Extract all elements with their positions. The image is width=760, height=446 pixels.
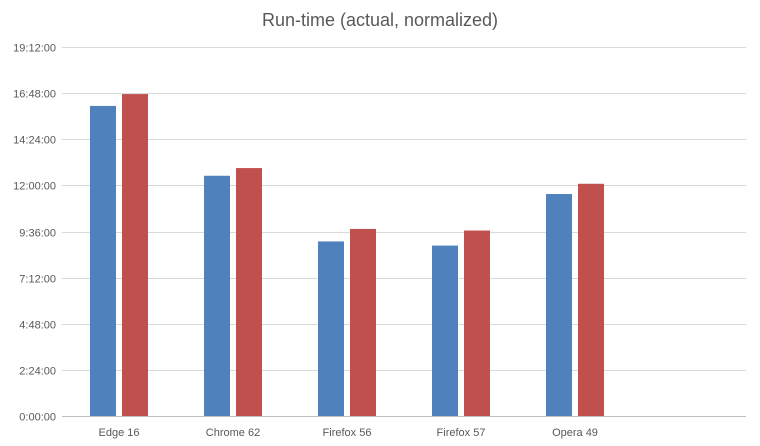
x-category-label: Firefox 56	[323, 427, 372, 439]
x-category-label: Opera 49	[552, 427, 598, 439]
bar-1-edge-16	[90, 105, 116, 416]
y-tick-label: 9:36:00	[19, 228, 56, 240]
x-category-label: Edge 16	[99, 427, 140, 439]
y-tick-label: 14:24:00	[13, 135, 56, 147]
bar-2-firefox-56	[350, 228, 376, 416]
bar-2-chrome-62	[236, 168, 262, 416]
y-tick-label: 7:12:00	[19, 274, 56, 286]
bar-2-firefox-57	[464, 230, 490, 416]
y-tick-label: 4:48:00	[19, 320, 56, 332]
x-category-label: Firefox 57	[437, 427, 486, 439]
bar-2-edge-16	[122, 94, 148, 416]
y-tick-label: 12:00:00	[13, 181, 56, 193]
y-tick-label: 19:12:00	[13, 43, 56, 55]
bar-2-opera-49	[578, 183, 604, 416]
bar-1-firefox-56	[318, 241, 344, 416]
chart-title: Run-time (actual, normalized)	[261, 10, 499, 30]
x-category-label: Chrome 62	[206, 427, 260, 439]
y-tick-label: 2:24:00	[19, 366, 56, 378]
bar-1-firefox-57	[432, 245, 458, 416]
y-tick-label: 0:00:00	[19, 412, 56, 424]
bar-1-opera-49	[546, 194, 572, 416]
y-tick-label: 16:48:00	[13, 89, 56, 101]
bar-1-chrome-62	[204, 175, 230, 416]
